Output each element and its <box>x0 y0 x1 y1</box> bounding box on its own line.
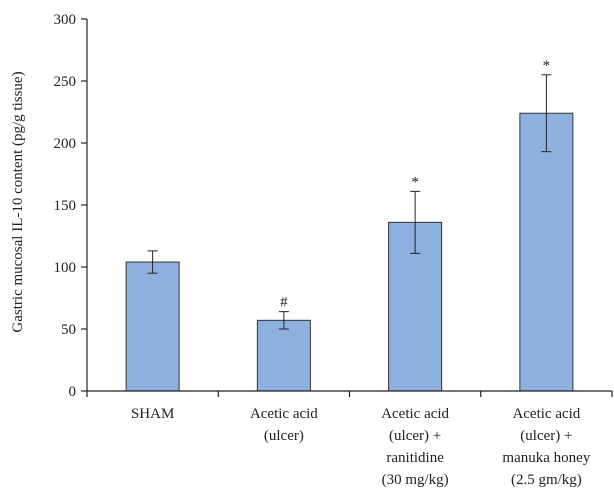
x-category-label: Acetic acid <box>250 406 318 422</box>
bars-group: # * * <box>125 58 574 392</box>
significance-marker: * <box>543 58 551 74</box>
x-category-label: (2.5 gm/kg) <box>511 472 582 488</box>
y-tick-label: 0 <box>69 384 77 400</box>
y-tick-label: 150 <box>54 198 77 214</box>
x-category-label: manuka honey <box>502 450 590 466</box>
x-category-label: SHAM <box>131 406 174 422</box>
x-category-label: ranitidine <box>386 450 444 466</box>
x-category-label: Acetic acid <box>381 406 449 422</box>
x-axis: SHAM Acetic acid (ulcer) Acetic acid (ulcer)… <box>86 390 613 488</box>
y-tick-label: 250 <box>54 74 77 90</box>
bar <box>256 319 311 392</box>
y-tick-label: 300 <box>54 12 77 28</box>
significance-marker: * <box>411 174 419 190</box>
bar <box>519 112 574 392</box>
x-category-label: (ulcer) + <box>389 428 441 444</box>
x-category-label: (ulcer) + <box>520 428 572 444</box>
significance-marker: # <box>280 295 288 311</box>
y-tick-label: 50 <box>61 322 76 338</box>
y-tick-label: 100 <box>54 260 77 276</box>
y-axis-label: Gastric mucosal IL-10 content (pg/g tiss… <box>10 71 26 332</box>
x-category-label: Acetic acid <box>512 406 580 422</box>
y-axis: 0 50 100 150 200 250 300 <box>54 12 88 400</box>
y-tick-label: 200 <box>54 136 77 152</box>
bar <box>125 261 180 392</box>
x-category-label: (30 mg/kg) <box>382 472 449 488</box>
x-category-label: (ulcer) <box>264 428 304 444</box>
